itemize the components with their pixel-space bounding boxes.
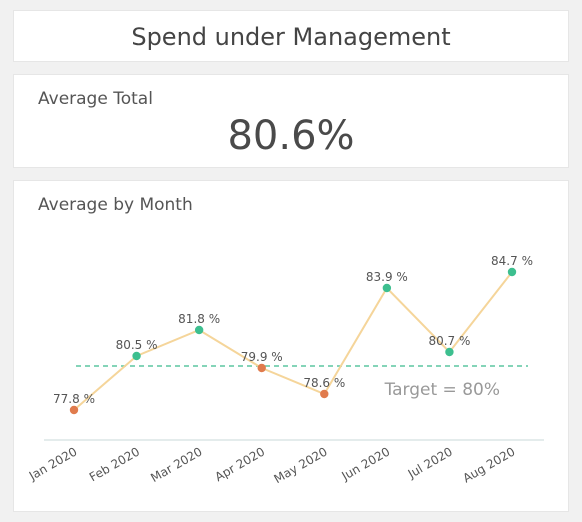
data-label-7: 80.7 % — [428, 334, 470, 348]
series-line — [73, 271, 513, 411]
monthly-line-chart: Target = 80% 77.8 % 80.5 % 81.8 % 79.9 % 78.6… — [26, 254, 544, 486]
title-card: Spend under Management — [13, 10, 569, 62]
x-tick-label-6: Jun 2020 — [338, 444, 392, 483]
data-label-1: 77.8 % — [53, 392, 95, 406]
x-tick-label-5: May 2020 — [272, 444, 330, 486]
data-label-4: 79.9 % — [241, 350, 283, 364]
data-point-8 — [507, 267, 517, 277]
data-point-1 — [69, 405, 79, 415]
x-tick-label-1: Jan 2020 — [26, 444, 80, 483]
data-point-6 — [382, 283, 392, 293]
data-point-4 — [257, 363, 266, 373]
data-point-3 — [194, 325, 204, 335]
data-point-7 — [445, 347, 454, 357]
x-tick-label-8: Aug 2020 — [460, 444, 517, 485]
data-label-2: 80.5 % — [116, 338, 158, 352]
data-label-8: 84.7 % — [491, 254, 533, 268]
x-tick-label-2: Feb 2020 — [87, 444, 142, 484]
target-label: Target = 80% — [384, 380, 500, 400]
average-total-label: Average Total — [38, 89, 153, 109]
x-tick-label-7: Jul 2020 — [405, 444, 455, 481]
data-label-6: 83.9 % — [366, 270, 408, 284]
data-point-2 — [132, 351, 141, 361]
average-by-month-label: Average by Month — [38, 195, 193, 215]
data-label-3: 81.8 % — [178, 312, 220, 326]
x-tick-label-3: Mar 2020 — [148, 444, 204, 485]
average-total-value: 80.6% — [227, 113, 355, 159]
page-title: Spend under Management — [131, 23, 451, 51]
data-point-5 — [320, 389, 329, 399]
average-total-card: Average Total 80.6% — [13, 74, 569, 168]
data-label-5: 78.6 % — [303, 376, 345, 390]
x-tick-label-4: Apr 2020 — [212, 444, 267, 484]
average-by-month-card: Average by Month Target = 80% 77.8 % 80.5 … — [13, 180, 569, 512]
